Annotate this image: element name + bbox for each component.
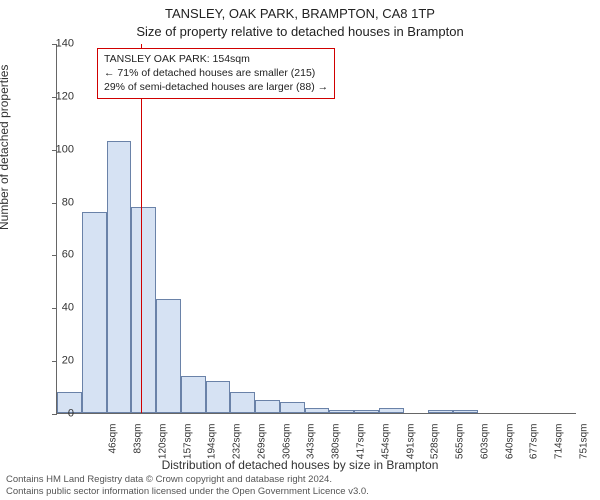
x-tick-label: 751sqm [578,424,589,472]
x-tick-label: 454sqm [380,424,391,472]
x-tick-label: 640sqm [504,424,515,472]
x-tick-label: 120sqm [157,424,168,472]
histogram-bar [181,376,206,413]
x-tick-label: 380sqm [331,424,342,472]
x-tick-label: 565sqm [455,424,466,472]
histogram-bar [305,408,330,413]
footer-line-1: Contains HM Land Registry data © Crown c… [6,474,369,486]
y-tick-label: 20 [44,356,74,367]
x-tick-label: 269sqm [256,424,267,472]
histogram-bar [354,410,379,413]
histogram-bar [206,381,231,413]
annotation-line: 29% of semi-detached houses are larger (… [104,80,328,94]
histogram-bar [453,410,478,413]
histogram-bar [131,207,156,413]
chart-container: TANSLEY, OAK PARK, BRAMPTON, CA8 1TP Siz… [0,0,600,500]
y-tick-label: 40 [44,303,74,314]
histogram-bar [255,400,280,413]
footer-line-2: Contains public sector information licen… [6,486,369,498]
x-tick-label: 306sqm [281,424,292,472]
footer-attribution: Contains HM Land Registry data © Crown c… [6,474,369,498]
x-tick-label: 194sqm [207,424,218,472]
x-tick-label: 417sqm [356,424,367,472]
reference-line [141,44,142,413]
histogram-bar [379,408,404,413]
y-tick-label: 0 [44,409,74,420]
chart-subtitle: Size of property relative to detached ho… [0,24,600,39]
x-tick-label: 491sqm [405,424,416,472]
x-tick-label: 232sqm [232,424,243,472]
x-tick-label: 157sqm [182,424,193,472]
histogram-bar [280,402,305,413]
y-tick-label: 100 [44,144,74,155]
x-tick-label: 83sqm [133,424,144,472]
histogram-bar [329,410,354,413]
histogram-bar [428,410,453,413]
x-tick-label: 603sqm [479,424,490,472]
histogram-bar [230,392,255,413]
x-tick-label: 343sqm [306,424,317,472]
y-tick-label: 60 [44,250,74,261]
y-axis-label: Number of detached properties [0,65,11,230]
histogram-bar [156,299,181,413]
plot-area: TANSLEY OAK PARK: 154sqm← 71% of detache… [56,44,576,414]
chart-title-address: TANSLEY, OAK PARK, BRAMPTON, CA8 1TP [0,6,600,21]
x-tick-label: 714sqm [554,424,565,472]
y-tick-label: 120 [44,91,74,102]
y-tick-label: 140 [44,39,74,50]
x-tick-label: 677sqm [529,424,540,472]
histogram-bar [82,212,107,413]
annotation-box: TANSLEY OAK PARK: 154sqm← 71% of detache… [97,48,335,99]
y-tick-label: 80 [44,197,74,208]
x-tick-label: 46sqm [108,424,119,472]
annotation-line: ← 71% of detached houses are smaller (21… [104,66,328,80]
annotation-line: TANSLEY OAK PARK: 154sqm [104,52,328,66]
histogram-bar [107,141,132,413]
x-tick-label: 528sqm [430,424,441,472]
